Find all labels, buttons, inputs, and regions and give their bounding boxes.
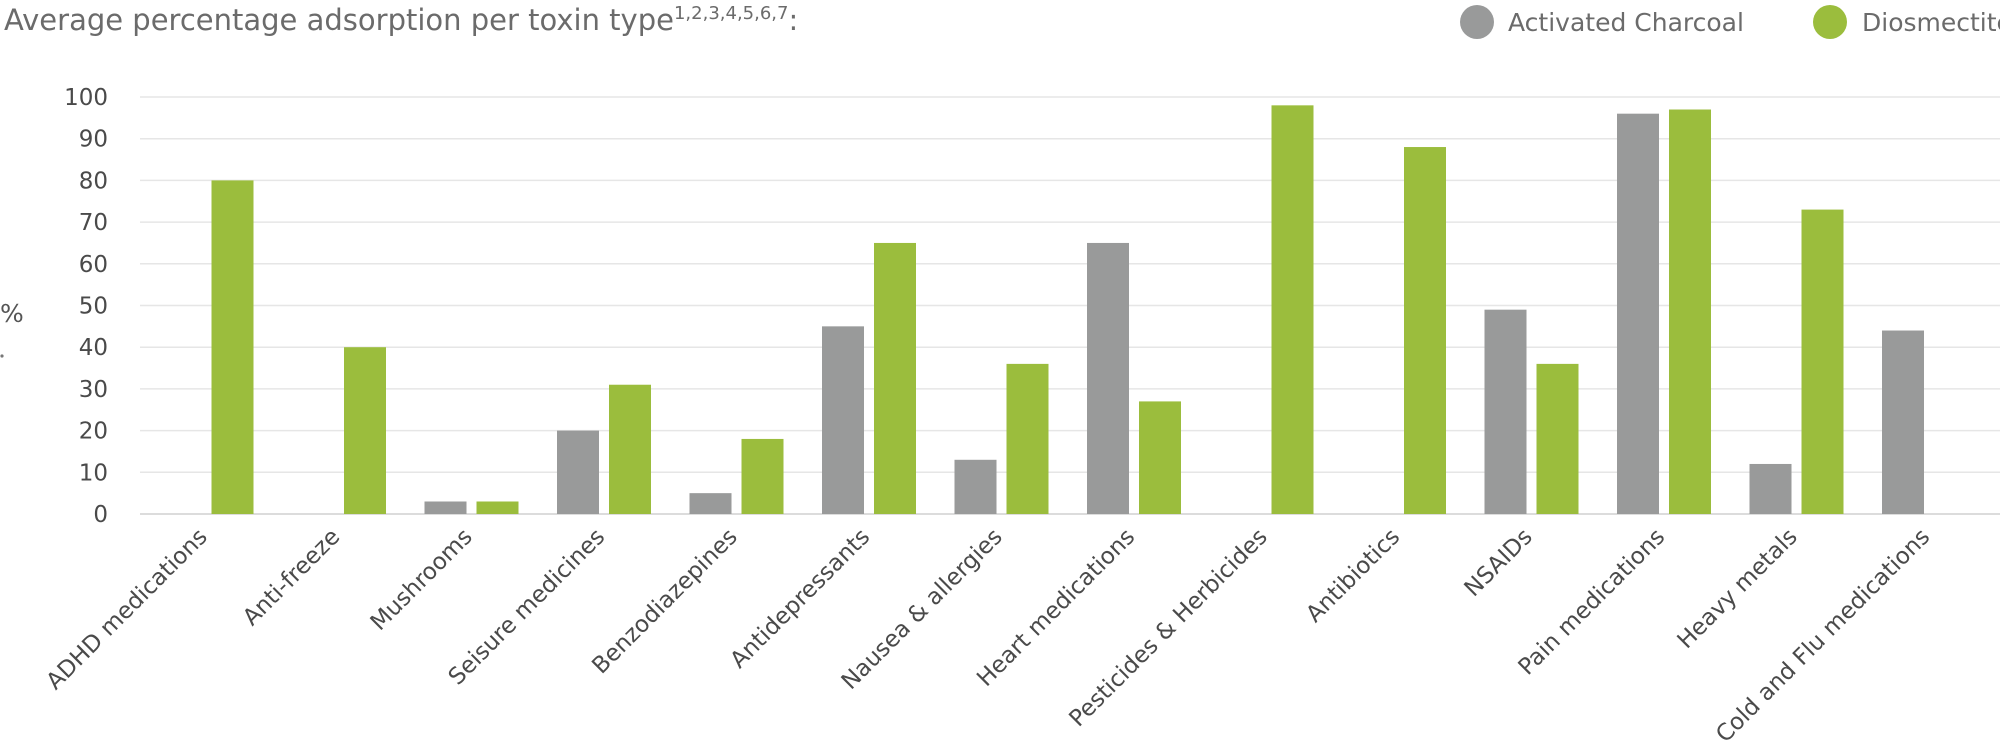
y-tick-label: 30 bbox=[79, 377, 108, 403]
bar-diosmectite bbox=[874, 242, 916, 514]
y-tick-label: 90 bbox=[79, 127, 108, 153]
x-tick-label: NSAIDs bbox=[1460, 524, 1538, 602]
bar-diosmectite bbox=[1801, 209, 1844, 514]
bar-diosmectite bbox=[476, 501, 519, 514]
bar-activated-charcoal bbox=[1749, 463, 1792, 514]
bar-activated-charcoal bbox=[689, 493, 732, 514]
bar-diosmectite bbox=[1404, 147, 1446, 515]
legend-label: Diosmectite bbox=[1862, 8, 2000, 37]
bar-activated-charcoal bbox=[1484, 309, 1527, 514]
bar-activated-charcoal bbox=[822, 326, 864, 514]
legend: Activated Charcoal Diosmectite bbox=[1460, 5, 2000, 39]
y-tick-label: 10 bbox=[79, 460, 108, 486]
chart-title-suffix: : bbox=[788, 3, 798, 37]
bar-activated-charcoal bbox=[1087, 242, 1129, 514]
x-tick-label: Mushrooms bbox=[366, 524, 478, 636]
bar-activated-charcoal bbox=[424, 501, 467, 514]
bar-diosmectite bbox=[1006, 363, 1049, 514]
legend-swatch bbox=[1813, 5, 1847, 39]
y-tick-label: 80 bbox=[79, 168, 108, 194]
bar-activated-charcoal bbox=[1617, 113, 1659, 515]
y-axis-label: % bbox=[0, 299, 24, 328]
bar-activated-charcoal bbox=[1882, 330, 1924, 514]
x-tick-label: Antibiotics bbox=[1301, 524, 1405, 628]
gridlines bbox=[140, 96, 2000, 515]
bar-diosmectite bbox=[741, 438, 784, 514]
x-tick-label: Anti-freeze bbox=[238, 524, 345, 631]
x-tick-label: Benzodiazepines bbox=[587, 524, 742, 679]
bar-activated-charcoal bbox=[557, 430, 599, 514]
y-tick-label: 20 bbox=[79, 419, 108, 445]
y-tick-label: 60 bbox=[79, 252, 108, 278]
y-tick-label: 40 bbox=[79, 335, 108, 361]
bar-diosmectite bbox=[1139, 401, 1181, 514]
bar-diosmectite bbox=[344, 347, 386, 514]
x-tick-label: ADHD medications bbox=[42, 524, 213, 695]
y-tick-label: 70 bbox=[79, 210, 108, 236]
bars bbox=[211, 105, 1924, 515]
y-tick-label: 50 bbox=[79, 294, 108, 320]
x-tick-label: Pain medications bbox=[1514, 524, 1671, 681]
bar-diosmectite bbox=[1669, 109, 1711, 514]
bar-diosmectite bbox=[609, 384, 651, 514]
legend-swatch bbox=[1460, 5, 1494, 39]
y-tick-label: 0 bbox=[93, 502, 108, 528]
x-tick-label: Cold and Flu medications bbox=[1711, 524, 1935, 748]
x-tick-label: Antidepressants bbox=[725, 524, 875, 674]
chart-title-main: Average percentage adsorption per toxin … bbox=[4, 3, 674, 37]
y-axis-label-dot bbox=[0, 354, 4, 358]
bar-diosmectite bbox=[211, 180, 254, 514]
bar-diosmectite bbox=[1271, 105, 1314, 514]
y-tick-label: 100 bbox=[64, 85, 108, 111]
chart-title-superscript: 1,2,3,4,5,6,7 bbox=[674, 3, 789, 24]
x-tick-label: Heavy metals bbox=[1673, 524, 1803, 654]
chart-title: Average percentage adsorption per toxin … bbox=[4, 3, 798, 37]
bar-activated-charcoal bbox=[954, 459, 997, 514]
bar-diosmectite bbox=[1536, 363, 1579, 514]
y-axis-ticks: 0 10 20 30 40 50 60 70 80 90 100 bbox=[64, 85, 108, 528]
legend-label: Activated Charcoal bbox=[1508, 8, 1744, 37]
x-axis-ticks: ADHD medications Anti-freeze MushroomsSeis… bbox=[42, 524, 1936, 748]
